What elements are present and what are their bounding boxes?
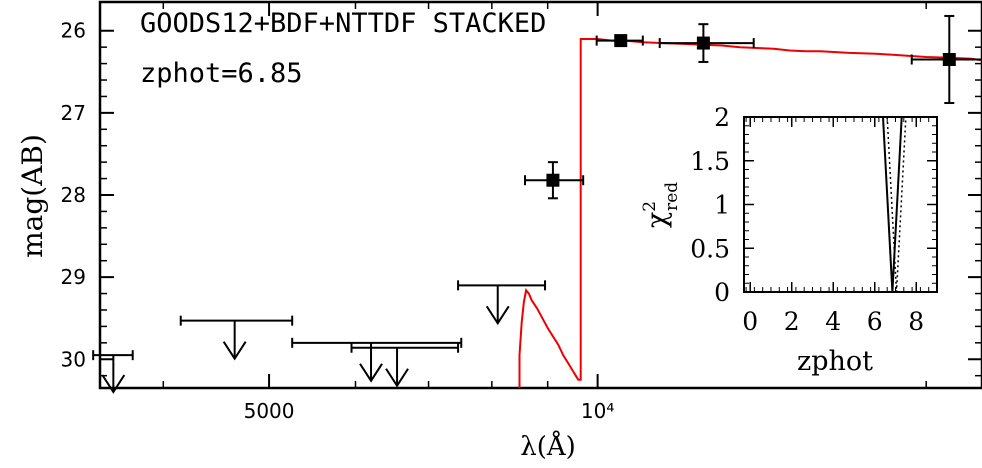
upper-limit-arrow-head (385, 368, 409, 388)
inset-x-tick-label: 0 (742, 307, 758, 336)
y-tick-label: 27 (61, 101, 86, 125)
upper-limit-arrow-head (485, 305, 510, 326)
inset-y-tick-label: 0 (714, 278, 730, 307)
y-tick-label: 29 (61, 265, 86, 289)
inset-y-tick-label: 2 (714, 103, 730, 132)
detection-point (595, 34, 644, 48)
y-tick-label: 28 (61, 183, 86, 207)
chart-title: GOODS12+BDF+NTTDF STACKED (140, 8, 546, 39)
inset-x-label: zphot (797, 346, 873, 377)
upper-limit (179, 315, 294, 361)
detection-marker (614, 34, 628, 48)
upper-limit (457, 280, 547, 326)
upper-limit-arrow-head (359, 363, 383, 383)
detection-point (910, 14, 982, 105)
detection-point (658, 23, 755, 63)
inset-frame (743, 116, 938, 293)
inset-y-label-text: χ2 red (640, 182, 682, 228)
y-tick-label: 26 (61, 19, 86, 43)
chart-subtitle: zphot=6.85 (140, 58, 303, 89)
inset-y-tick-label: 1 (714, 191, 730, 220)
x-tick-label: 5000 (244, 399, 295, 423)
inset-background (744, 117, 937, 292)
inset-x-tick-label: 4 (825, 307, 841, 336)
y-tick-label: 30 (61, 347, 86, 371)
upper-limit (92, 350, 134, 394)
inset-y-label: χ2 red (640, 182, 682, 228)
detection-marker (696, 36, 710, 50)
x-axis-label: λ(Å) (520, 430, 576, 462)
upper-limit-arrow-head (101, 374, 126, 394)
inset-y-tick-label: 0.5 (690, 234, 730, 263)
upper-limit-arrow-head (222, 341, 247, 361)
detections-group (524, 14, 982, 200)
detection-point (524, 161, 585, 200)
x-tick-label: 10⁴ (581, 399, 614, 423)
upper-limits-group (92, 280, 547, 394)
detection-marker (942, 52, 956, 66)
inset-x-tick-label: 2 (784, 307, 800, 336)
inset-y-tick-label: 1.5 (690, 147, 730, 176)
inset-axis-ticks: 0 2 4 6 800.511.52 (690, 103, 937, 336)
upper-limit (350, 342, 460, 388)
detection-marker (546, 173, 560, 187)
upper-limit (291, 337, 463, 383)
inset-x-tick-label: 8 (908, 307, 924, 336)
inset-x-tick-label: 6 (867, 307, 883, 336)
y-axis-label: mag(AB) (16, 134, 49, 258)
